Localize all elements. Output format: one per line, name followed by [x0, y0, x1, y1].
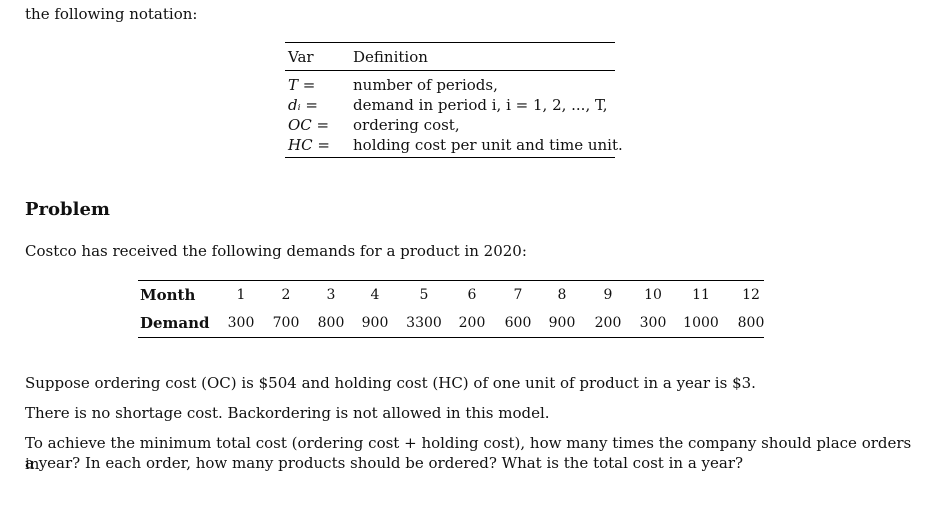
- bottom-rule: [285, 157, 615, 158]
- demand-cell: 700: [272, 315, 300, 331]
- definition-cell: holding cost per unit and time unit.: [353, 136, 623, 154]
- paragraph-question-line2: a year? In each order, how many products…: [25, 454, 744, 472]
- header-definition: Definition: [353, 48, 428, 66]
- definition-cell: number of periods,: [353, 76, 498, 94]
- demand-cell: 800: [317, 315, 345, 331]
- month-cell: 12: [742, 287, 760, 303]
- problem-title: Problem: [25, 199, 110, 220]
- top-rule: [138, 280, 764, 281]
- demand-label: Demand: [140, 314, 210, 332]
- header-var: Var: [288, 48, 314, 66]
- month-cell: 10: [644, 287, 662, 303]
- var-cell: T =: [288, 76, 316, 94]
- month-cell: 1: [236, 287, 246, 303]
- top-rule: [285, 42, 615, 43]
- demand-cell: 800: [737, 315, 765, 331]
- intro-text: the following notation:: [25, 5, 198, 23]
- var-cell: HC =: [288, 136, 330, 154]
- month-cell: 5: [419, 287, 429, 303]
- definition-cell: ordering cost,: [353, 116, 460, 134]
- demand-cell: 200: [458, 315, 486, 331]
- definition-cell: demand in period i, i = 1, 2, ..., T,: [353, 96, 608, 114]
- month-cell: 9: [603, 287, 613, 303]
- month-cell: 3: [326, 287, 336, 303]
- demand-cell: 900: [361, 315, 389, 331]
- header-rule: [285, 70, 615, 71]
- var-cell: dᵢ =: [288, 96, 318, 114]
- demand-cell: 900: [548, 315, 576, 331]
- bottom-rule: [138, 337, 764, 338]
- demand-cell: 600: [504, 315, 532, 331]
- month-cell: 2: [281, 287, 291, 303]
- paragraph-question-line1: To achieve the minimum total cost (order…: [25, 434, 912, 473]
- demand-cell: 200: [594, 315, 622, 331]
- month-cell: 8: [557, 287, 567, 303]
- demand-cell: 1000: [683, 315, 719, 331]
- var-cell: OC =: [288, 116, 330, 134]
- paragraph-shortage: There is no shortage cost. Backordering …: [25, 404, 550, 422]
- month-label: Month: [140, 286, 196, 304]
- month-cell: 7: [513, 287, 523, 303]
- demand-cell: 3300: [406, 315, 442, 331]
- month-cell: 6: [467, 287, 477, 303]
- paragraph-costs: Suppose ordering cost (OC) is $504 and h…: [25, 374, 756, 392]
- month-cell: 4: [370, 287, 380, 303]
- demand-cell: 300: [227, 315, 255, 331]
- month-cell: 11: [692, 287, 710, 303]
- demand-cell: 300: [639, 315, 667, 331]
- problem-intro: Costco has received the following demand…: [25, 242, 527, 260]
